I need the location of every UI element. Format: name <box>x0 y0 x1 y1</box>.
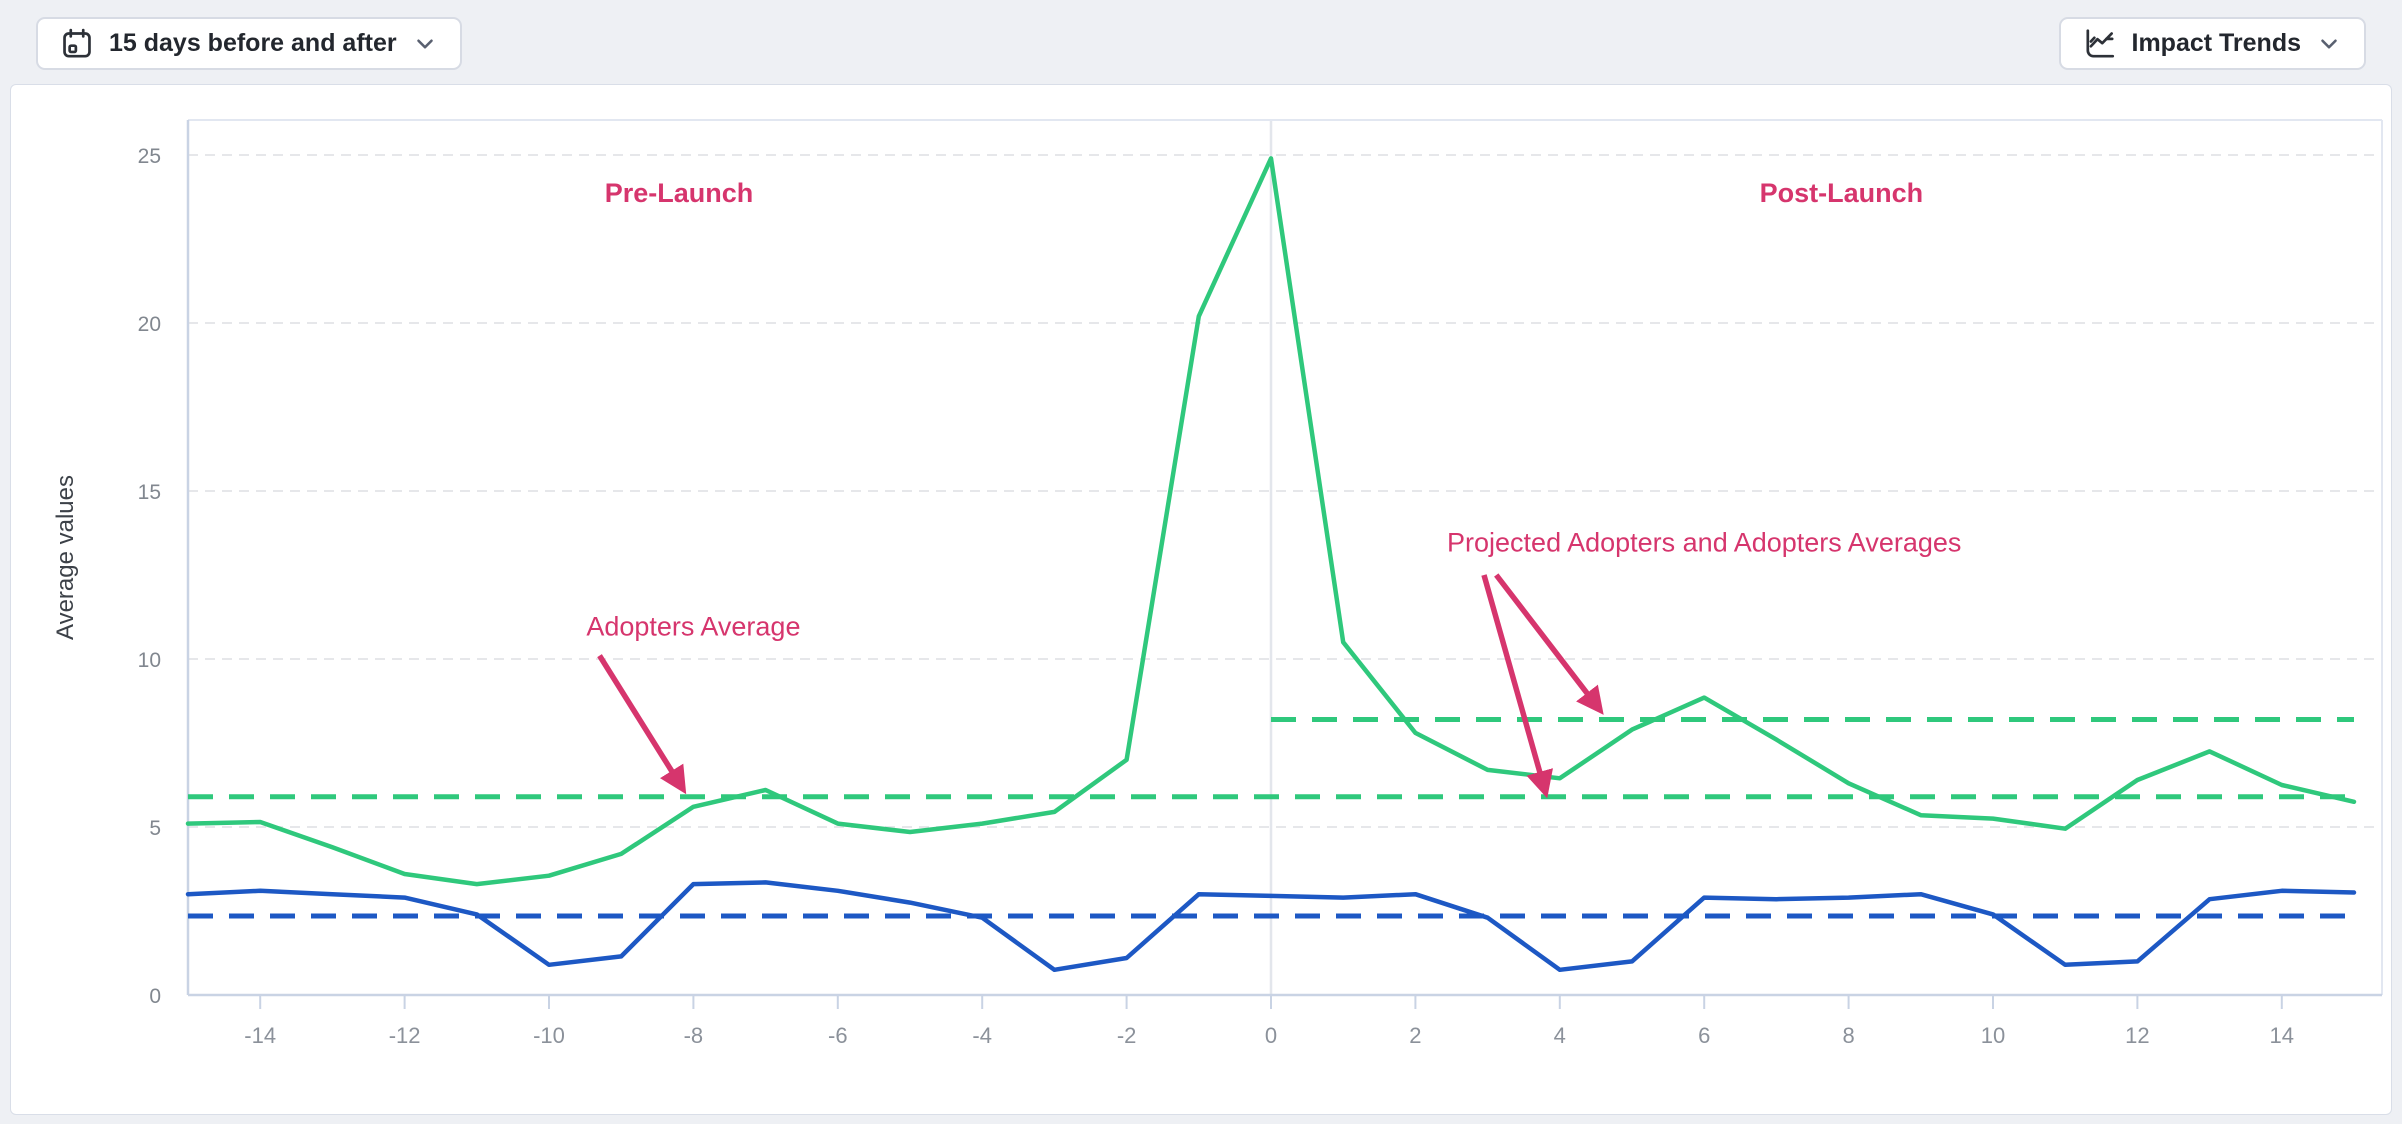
x-tick-label: 2 <box>1409 1023 1421 1048</box>
annotation-arrow-projected-adopters-label <box>1481 574 1553 799</box>
x-tick-label: 0 <box>1265 1023 1277 1048</box>
y-tick-label: 15 <box>138 481 161 504</box>
x-tick-label: 10 <box>1981 1023 2005 1048</box>
x-tick-label: 12 <box>2125 1023 2149 1048</box>
y-tick-label: 10 <box>138 649 161 672</box>
x-tick-label: -12 <box>389 1023 421 1048</box>
date-range-selector[interactable]: 15 days before and after <box>36 17 462 70</box>
chevron-down-icon <box>2316 31 2342 57</box>
annotation-projected-adopters-label: Projected Adopters and Adopters Averages <box>1447 527 1961 557</box>
x-tick-label: 14 <box>2270 1023 2294 1048</box>
x-tick-label: -10 <box>533 1023 565 1048</box>
impact-trends-chart: -14 -12 -10 -8 -6 -4 -2 0 2 4 6 8 10 12 14 0 5 10 15 20 25 Av… <box>52 119 2383 1048</box>
x-tick-label: 4 <box>1554 1023 1566 1048</box>
x-tick-label: -14 <box>244 1023 276 1048</box>
calendar-icon <box>60 27 94 61</box>
y-tick-label: 0 <box>149 985 161 1008</box>
annotation-arrow-projected-adopters-label <box>1494 573 1604 715</box>
y-tick-label: 25 <box>138 145 161 168</box>
x-tick-label: -8 <box>684 1023 704 1048</box>
annotation-adopters-average-label: Adopters Average <box>586 611 800 641</box>
trend-type-selector[interactable]: Impact Trends <box>2058 17 2366 70</box>
y-axis-title: Average values <box>52 475 79 640</box>
x-tick-label: 8 <box>1842 1023 1854 1048</box>
impact-trends-chart-card: -14 -12 -10 -8 -6 -4 -2 0 2 4 6 8 10 12 14 0 5 10 15 20 25 Av… <box>10 84 2392 1115</box>
projected-adopters-line[interactable] <box>185 880 2357 973</box>
chevron-down-icon <box>412 31 438 57</box>
annotation-post-launch: Post-Launch <box>1760 178 1924 208</box>
trend-type-label: Impact Trends <box>2131 29 2302 57</box>
x-tick-label: -4 <box>972 1023 992 1048</box>
annotation-arrow-adopters-average-label <box>597 654 687 795</box>
x-tick-label: -2 <box>1117 1023 1137 1048</box>
x-tick-label: -6 <box>828 1023 848 1048</box>
annotation-pre-launch: Pre-Launch <box>605 178 754 208</box>
y-tick-label: 5 <box>149 817 161 840</box>
date-range-label: 15 days before and after <box>109 29 397 57</box>
adopters-line[interactable] <box>185 156 2357 887</box>
y-tick-label: 20 <box>138 313 161 336</box>
trend-chart-icon <box>2083 27 2117 61</box>
x-tick-label: 6 <box>1698 1023 1710 1048</box>
